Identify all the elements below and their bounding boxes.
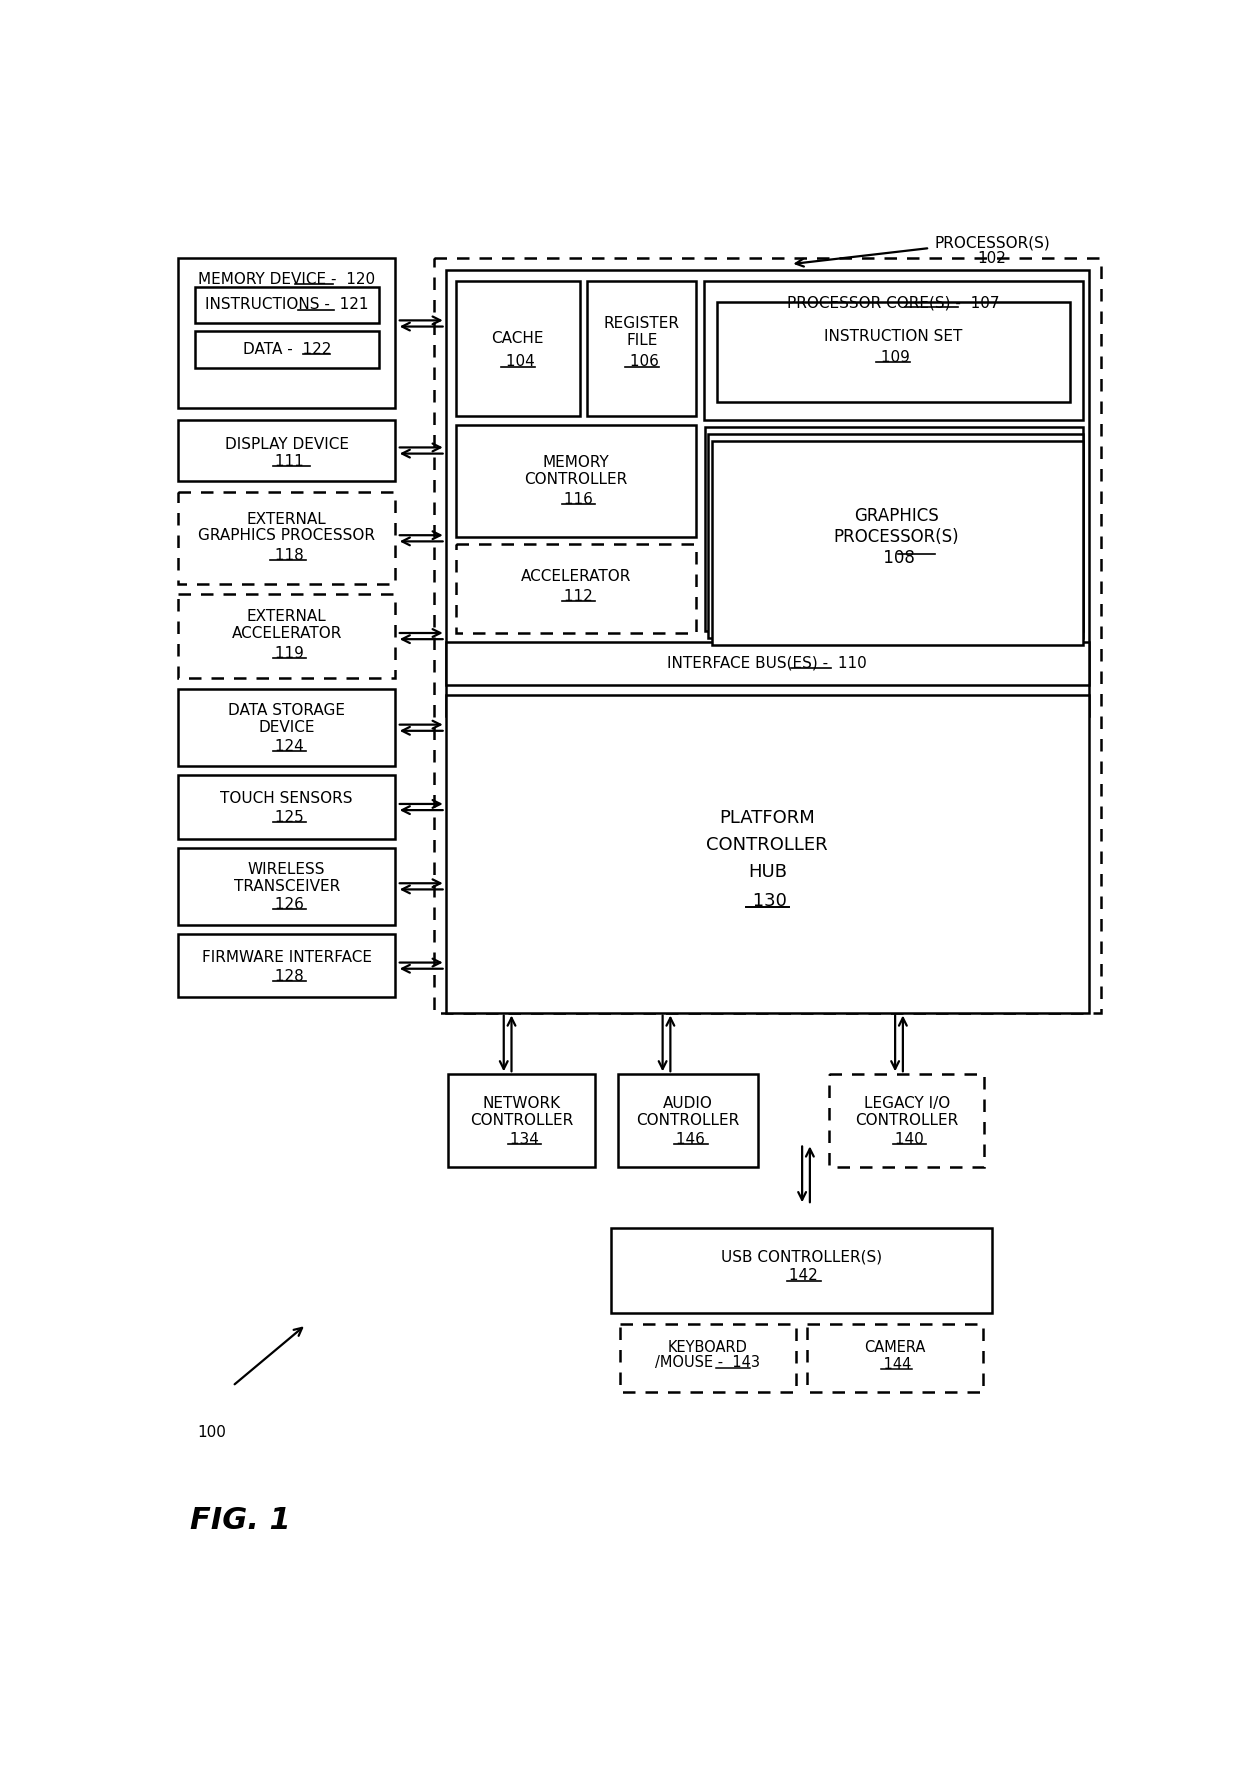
Bar: [448, 1074, 595, 1166]
Text: 140: 140: [890, 1133, 924, 1147]
Text: WIRELESS: WIRELESS: [248, 862, 325, 877]
Bar: [807, 1325, 982, 1392]
Text: PROCESSOR CORE(S) -  107: PROCESSOR CORE(S) - 107: [787, 295, 999, 309]
Text: /MOUSE -  143: /MOUSE - 143: [656, 1355, 760, 1371]
Bar: [179, 258, 396, 409]
Text: 119: 119: [270, 645, 304, 661]
Text: DEVICE: DEVICE: [258, 720, 315, 736]
Text: 106: 106: [625, 354, 658, 370]
Text: INSTRUCTIONS -  121: INSTRUCTIONS - 121: [206, 297, 368, 313]
Text: 146: 146: [671, 1133, 706, 1147]
Text: MEMORY DEVICE -  120: MEMORY DEVICE - 120: [198, 272, 376, 286]
Text: GRAPHICS
PROCESSOR(S)
 108: GRAPHICS PROCESSOR(S) 108: [833, 507, 960, 567]
Text: CAMERA: CAMERA: [864, 1341, 925, 1355]
Bar: [588, 281, 696, 416]
Text: 125: 125: [270, 811, 304, 825]
Bar: [179, 848, 396, 925]
Text: CONTROLLER: CONTROLLER: [707, 836, 828, 853]
Text: HUB: HUB: [748, 862, 786, 880]
Text: INSTRUCTION SET: INSTRUCTION SET: [825, 329, 962, 345]
Bar: [706, 427, 1083, 631]
Bar: [717, 302, 1069, 402]
Bar: [456, 544, 696, 633]
Text: EXTERNAL: EXTERNAL: [247, 610, 326, 624]
Bar: [456, 281, 580, 416]
Text: CONTROLLER: CONTROLLER: [856, 1113, 959, 1127]
Bar: [704, 281, 1084, 420]
Text: 130: 130: [748, 893, 787, 910]
Text: ACCELERATOR: ACCELERATOR: [521, 569, 631, 585]
Bar: [196, 331, 379, 368]
Text: 128: 128: [270, 969, 304, 983]
Text: ACCELERATOR: ACCELERATOR: [232, 626, 342, 642]
Text: FIG. 1: FIG. 1: [190, 1506, 290, 1536]
Bar: [620, 1325, 796, 1392]
Text: 100: 100: [197, 1424, 227, 1440]
Text: USB CONTROLLER(S): USB CONTROLLER(S): [720, 1250, 882, 1264]
Text: 104: 104: [501, 354, 534, 370]
Bar: [619, 1074, 758, 1166]
Text: DISPLAY DEVICE: DISPLAY DEVICE: [224, 437, 348, 452]
Bar: [179, 775, 396, 839]
Text: CONTROLLER: CONTROLLER: [525, 471, 627, 487]
Text: 102: 102: [977, 251, 1007, 265]
Text: AUDIO: AUDIO: [663, 1095, 713, 1111]
Text: 126: 126: [270, 898, 304, 912]
Bar: [445, 270, 1089, 717]
Bar: [179, 933, 396, 997]
Bar: [179, 594, 396, 679]
Text: TRANSCEIVER: TRANSCEIVER: [233, 878, 340, 894]
Text: 109: 109: [877, 350, 910, 364]
Bar: [179, 420, 396, 482]
Bar: [445, 642, 1089, 685]
Text: 111: 111: [270, 453, 304, 469]
Text: FIRMWARE INTERFACE: FIRMWARE INTERFACE: [202, 949, 372, 965]
Bar: [434, 258, 1101, 1013]
Text: 116: 116: [559, 491, 593, 507]
Text: GRAPHICS PROCESSOR: GRAPHICS PROCESSOR: [198, 528, 376, 544]
Text: DATA STORAGE: DATA STORAGE: [228, 704, 345, 718]
Text: PROCESSOR(S): PROCESSOR(S): [934, 235, 1050, 251]
Text: CONTROLLER: CONTROLLER: [470, 1113, 573, 1127]
Text: CONTROLLER: CONTROLLER: [636, 1113, 740, 1127]
Bar: [179, 690, 396, 766]
Bar: [196, 286, 379, 324]
Text: TOUCH SENSORS: TOUCH SENSORS: [221, 791, 353, 805]
Text: EXTERNAL: EXTERNAL: [247, 512, 326, 526]
Bar: [456, 425, 696, 537]
Bar: [708, 434, 1083, 638]
Text: KEYBOARD: KEYBOARD: [668, 1341, 748, 1355]
Text: NETWORK: NETWORK: [482, 1095, 560, 1111]
Bar: [611, 1229, 992, 1312]
Text: 112: 112: [559, 589, 593, 605]
Text: LEGACY I/O: LEGACY I/O: [863, 1095, 950, 1111]
Bar: [712, 441, 1083, 645]
Bar: [179, 493, 396, 585]
Text: 124: 124: [270, 738, 304, 754]
Text: 118: 118: [270, 548, 304, 564]
Text: CACHE: CACHE: [491, 331, 544, 347]
Text: REGISTER: REGISTER: [604, 316, 680, 331]
Text: 134: 134: [505, 1133, 538, 1147]
Text: PLATFORM: PLATFORM: [719, 809, 815, 827]
Text: FILE: FILE: [626, 332, 657, 348]
Text: 142: 142: [785, 1268, 818, 1284]
Bar: [830, 1074, 985, 1166]
Text: DATA -  122: DATA - 122: [243, 341, 331, 357]
Text: MEMORY: MEMORY: [542, 455, 609, 469]
Bar: [445, 695, 1089, 1013]
Text: INTERFACE BUS(ES) -  110: INTERFACE BUS(ES) - 110: [667, 656, 867, 670]
Text: 144: 144: [879, 1357, 911, 1373]
